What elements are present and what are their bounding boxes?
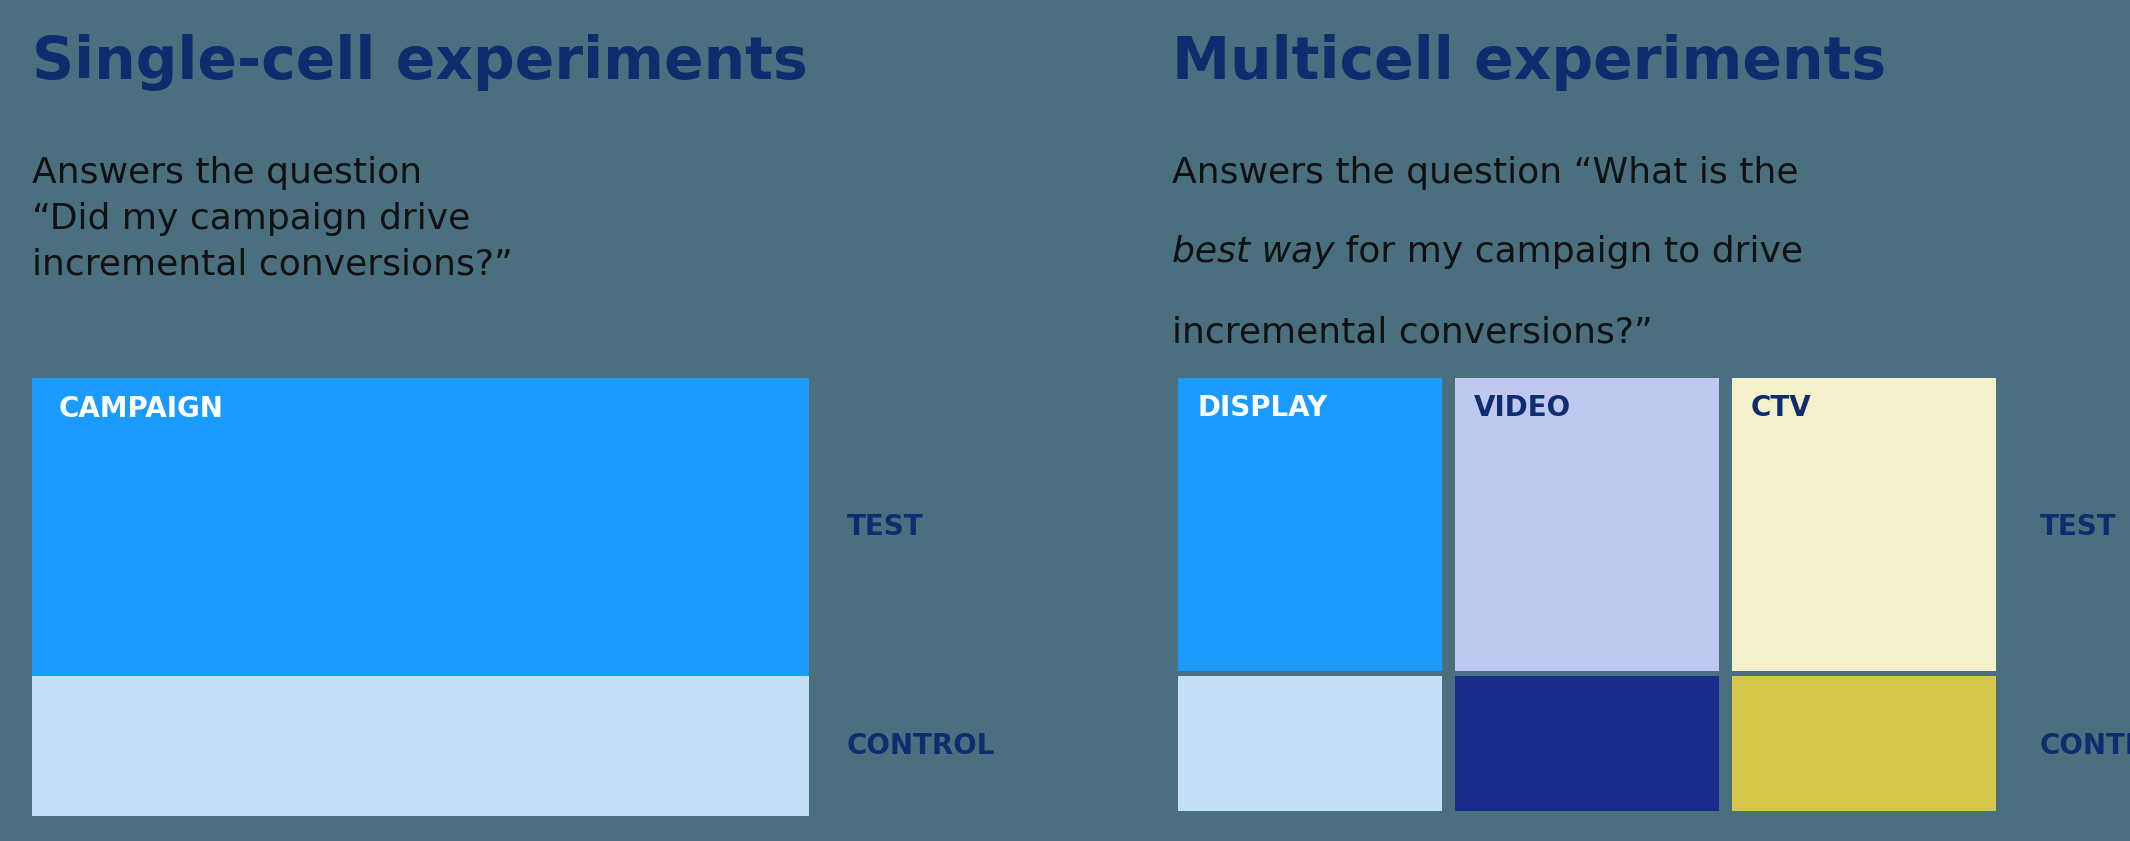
Text: TEST: TEST xyxy=(2038,513,2115,541)
Bar xyxy=(1178,378,1442,671)
Bar xyxy=(1455,378,1719,671)
Text: incremental conversions?”: incremental conversions?” xyxy=(1172,315,1653,349)
Bar xyxy=(32,676,809,816)
Text: TEST: TEST xyxy=(846,513,922,541)
Bar xyxy=(1178,676,1442,811)
Text: Multicell experiments: Multicell experiments xyxy=(1172,34,1885,91)
Text: best way: best way xyxy=(1172,235,1333,269)
Text: Single-cell experiments: Single-cell experiments xyxy=(32,34,807,91)
Text: Answers the question
“Did my campaign drive
incremental conversions?”: Answers the question “Did my campaign dr… xyxy=(32,156,513,282)
Bar xyxy=(1732,676,1996,811)
Text: for my campaign to drive: for my campaign to drive xyxy=(1333,235,1804,269)
Text: VIDEO: VIDEO xyxy=(1474,394,1572,421)
Bar xyxy=(32,378,809,676)
Text: CAMPAIGN: CAMPAIGN xyxy=(60,395,224,423)
Text: DISPLAY: DISPLAY xyxy=(1197,394,1327,421)
Text: Answers the question “What is the: Answers the question “What is the xyxy=(1172,156,1798,189)
Text: CONTROL: CONTROL xyxy=(846,732,995,759)
Bar xyxy=(1455,676,1719,811)
Text: CTV: CTV xyxy=(1751,394,1813,421)
Bar xyxy=(1732,378,1996,671)
Text: CONTROL: CONTROL xyxy=(2038,732,2130,759)
